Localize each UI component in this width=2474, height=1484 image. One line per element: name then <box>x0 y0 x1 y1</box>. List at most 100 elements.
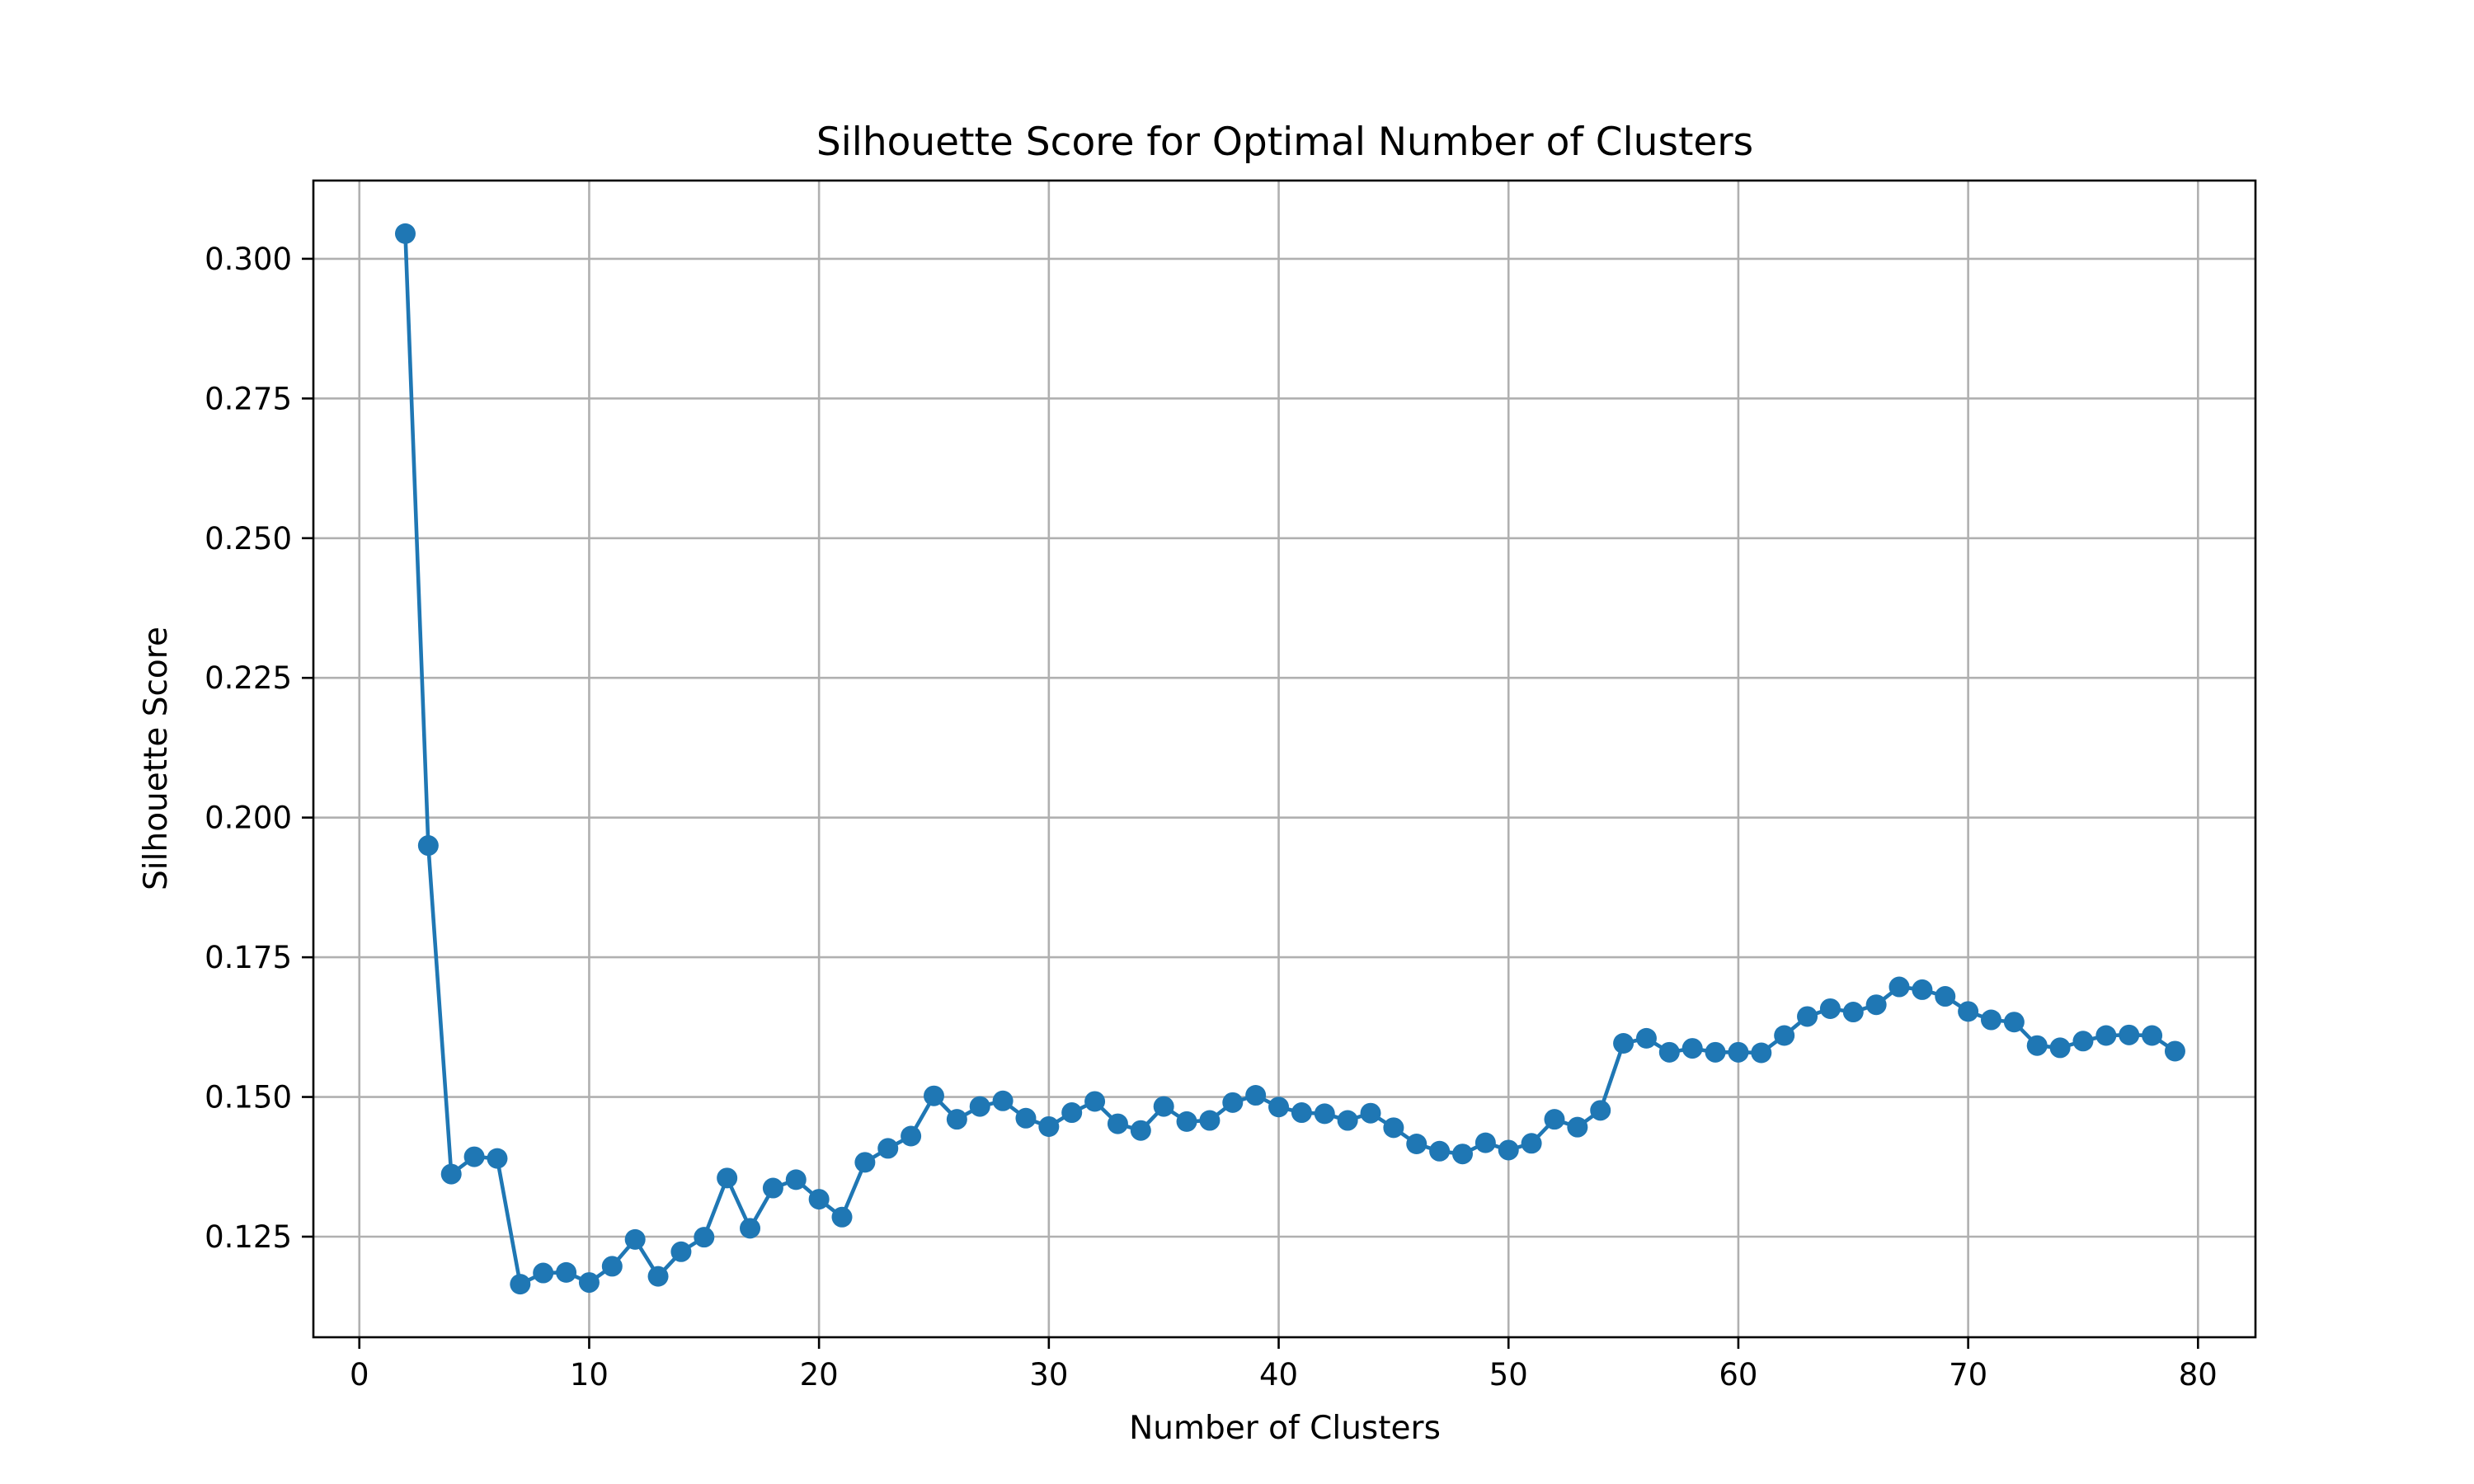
data-point <box>1658 1041 1680 1063</box>
data-point <box>2003 1012 2025 1033</box>
y-tick-label: 0.200 <box>205 801 292 836</box>
data-point <box>1153 1096 1174 1117</box>
y-axis-label: Silhouette Score <box>138 627 175 890</box>
data-point <box>1613 1032 1634 1054</box>
data-point <box>1245 1085 1267 1106</box>
data-point <box>2142 1025 2163 1046</box>
x-tick-label: 80 <box>2179 1357 2218 1392</box>
y-tick-label: 0.125 <box>205 1219 292 1255</box>
data-point <box>1451 1144 1473 1165</box>
data-point <box>1291 1102 1312 1124</box>
data-point <box>740 1218 761 1239</box>
data-point <box>1360 1102 1381 1124</box>
x-tick-label: 0 <box>350 1357 369 1392</box>
data-point <box>556 1261 577 1283</box>
data-point <box>670 1241 692 1262</box>
data-point <box>762 1177 783 1199</box>
y-tick-label: 0.225 <box>205 660 292 696</box>
data-point <box>1958 1001 1979 1022</box>
data-point <box>1797 1006 1818 1027</box>
data-point <box>992 1090 1014 1111</box>
y-tick-label: 0.250 <box>205 521 292 556</box>
data-point <box>1590 1100 1611 1121</box>
data-point <box>1751 1042 1772 1064</box>
data-point <box>1728 1041 1749 1063</box>
data-point <box>1406 1133 1427 1154</box>
data-point <box>1980 1009 2001 1031</box>
data-point <box>1199 1110 1221 1131</box>
data-point <box>2072 1031 2094 1052</box>
data-point <box>440 1163 462 1185</box>
data-point <box>1038 1115 1060 1137</box>
data-point <box>2164 1040 2185 1062</box>
data-point <box>394 223 416 244</box>
data-point <box>946 1109 967 1130</box>
x-tick-label: 30 <box>1029 1357 1068 1392</box>
data-point <box>1061 1102 1083 1124</box>
data-point <box>1429 1140 1451 1162</box>
data-point <box>417 835 439 857</box>
data-point <box>1107 1113 1128 1134</box>
data-point <box>877 1138 899 1159</box>
axis-ticks: 0 10 20 30 40 50 60 70 80 0.125 0.150 0.175 0.200 0.2… <box>205 242 2218 1392</box>
x-tick-label: 20 <box>800 1357 839 1392</box>
x-tick-label: 60 <box>1719 1357 1757 1392</box>
data-point <box>1865 994 1887 1016</box>
y-tick-label: 0.275 <box>205 381 292 416</box>
data-point <box>1268 1097 1290 1118</box>
data-point <box>601 1256 623 1277</box>
data-point <box>923 1085 944 1106</box>
data-point <box>694 1227 715 1248</box>
data-point <box>1774 1025 1795 1046</box>
data-point <box>854 1152 876 1173</box>
data-point <box>1681 1038 1703 1059</box>
data-point <box>1222 1092 1244 1113</box>
data-point <box>808 1189 830 1210</box>
data-point <box>717 1167 738 1189</box>
data-point <box>487 1148 508 1169</box>
data-point <box>901 1125 922 1147</box>
data-point <box>1705 1041 1726 1063</box>
chart-title: Silhouette Score for Optimal Number of C… <box>816 120 1753 165</box>
series <box>394 223 2185 1295</box>
x-tick-label: 70 <box>1949 1357 1987 1392</box>
data-point <box>1084 1091 1106 1112</box>
data-point <box>578 1272 600 1294</box>
y-tick-label: 0.150 <box>205 1080 292 1115</box>
data-point <box>510 1274 531 1295</box>
data-point <box>1314 1103 1335 1125</box>
data-point <box>785 1169 807 1190</box>
y-tick-label: 0.300 <box>205 242 292 277</box>
data-point <box>1498 1139 1519 1161</box>
y-tick-label: 0.175 <box>205 940 292 975</box>
data-point <box>2049 1037 2071 1059</box>
data-point <box>1912 979 1933 1000</box>
grid <box>313 181 2255 1337</box>
x-axis-label: Number of Clusters <box>1129 1410 1441 1447</box>
data-point <box>1819 998 1841 1019</box>
data-point <box>1567 1116 1588 1138</box>
data-point <box>1888 976 1910 998</box>
data-point <box>1635 1027 1657 1049</box>
data-point <box>647 1266 669 1287</box>
data-point <box>1521 1133 1542 1154</box>
data-point <box>1337 1110 1358 1131</box>
x-tick-label: 10 <box>570 1357 609 1392</box>
data-point <box>1383 1117 1404 1139</box>
data-point <box>2119 1024 2140 1045</box>
x-tick-label: 50 <box>1489 1357 1528 1392</box>
data-point <box>1842 1002 1864 1023</box>
data-point <box>1475 1132 1496 1153</box>
data-point <box>533 1262 554 1284</box>
data-point <box>624 1228 646 1250</box>
data-point <box>969 1096 990 1117</box>
x-tick-label: 40 <box>1259 1357 1298 1392</box>
data-point <box>1935 986 1956 1007</box>
data-point <box>1544 1109 1565 1130</box>
data-point <box>2026 1035 2048 1056</box>
plot-frame <box>312 179 2257 1339</box>
data-point <box>831 1206 853 1228</box>
data-point <box>1015 1107 1037 1129</box>
